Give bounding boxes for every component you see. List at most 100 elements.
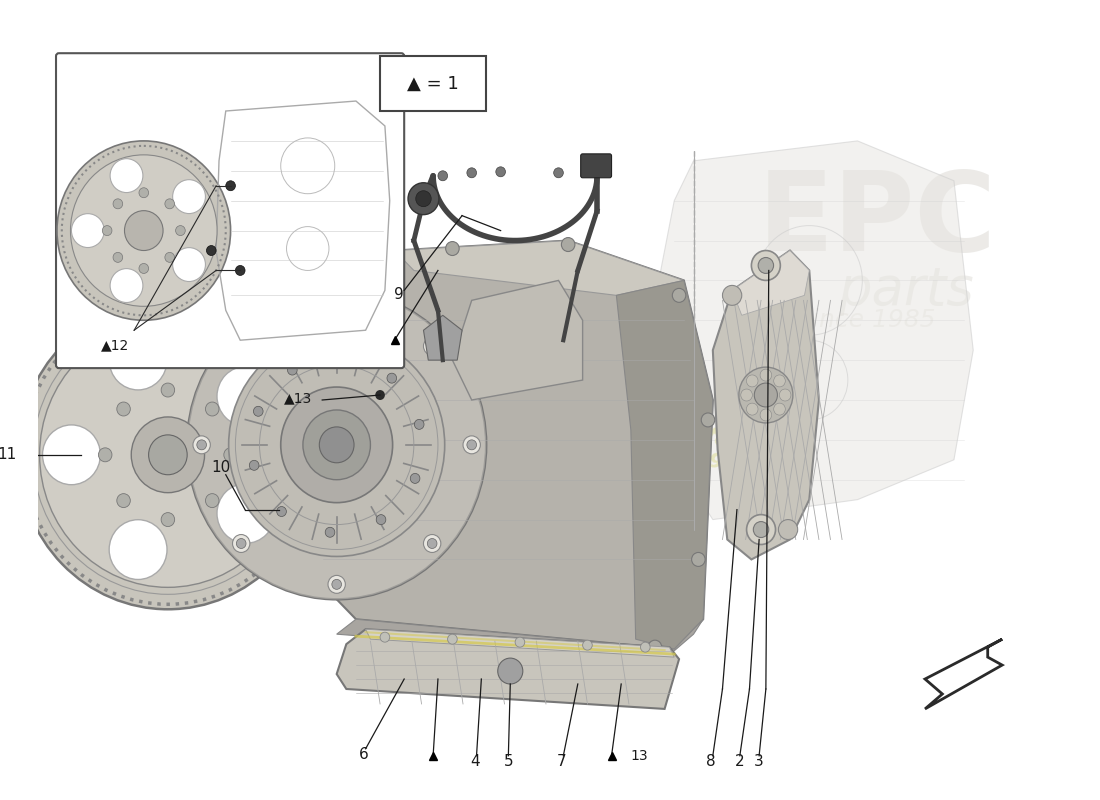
Circle shape <box>19 300 318 610</box>
Circle shape <box>773 403 785 415</box>
Circle shape <box>229 334 444 557</box>
Text: 13: 13 <box>630 749 649 762</box>
Circle shape <box>217 483 275 543</box>
Text: 11: 11 <box>0 447 16 462</box>
Circle shape <box>328 296 345 314</box>
Circle shape <box>223 448 238 462</box>
Circle shape <box>280 387 393 502</box>
Circle shape <box>197 440 207 450</box>
Text: parts: parts <box>838 264 974 316</box>
Text: 9: 9 <box>395 287 404 302</box>
Polygon shape <box>365 630 674 657</box>
Circle shape <box>466 440 476 450</box>
Polygon shape <box>337 619 703 659</box>
Circle shape <box>206 494 219 507</box>
Polygon shape <box>395 241 684 295</box>
Circle shape <box>236 342 246 351</box>
Circle shape <box>109 330 167 390</box>
Circle shape <box>253 406 263 416</box>
Circle shape <box>117 494 130 507</box>
Circle shape <box>287 365 297 375</box>
Circle shape <box>672 288 685 302</box>
Circle shape <box>648 640 662 654</box>
Polygon shape <box>616 281 713 649</box>
Circle shape <box>375 390 385 400</box>
Circle shape <box>515 637 525 647</box>
Circle shape <box>381 632 389 642</box>
Polygon shape <box>654 141 974 519</box>
Text: since 1985: since 1985 <box>799 308 935 332</box>
Circle shape <box>176 226 185 235</box>
Circle shape <box>332 579 341 590</box>
Circle shape <box>751 250 780 281</box>
Circle shape <box>70 155 217 306</box>
Polygon shape <box>298 241 713 649</box>
Circle shape <box>740 389 752 401</box>
Circle shape <box>187 290 486 599</box>
Circle shape <box>109 520 167 579</box>
Text: 2: 2 <box>735 754 745 770</box>
Polygon shape <box>424 315 462 360</box>
Circle shape <box>165 252 175 262</box>
Text: 10: 10 <box>211 460 231 475</box>
Circle shape <box>583 640 592 650</box>
Circle shape <box>139 188 148 198</box>
Circle shape <box>332 300 341 310</box>
Text: 4: 4 <box>470 754 480 770</box>
Circle shape <box>328 575 345 594</box>
Circle shape <box>760 409 772 421</box>
Circle shape <box>235 266 245 275</box>
Circle shape <box>319 427 354 462</box>
Text: 3: 3 <box>755 754 764 770</box>
Circle shape <box>99 448 112 462</box>
Circle shape <box>113 252 123 262</box>
Circle shape <box>779 519 798 539</box>
Polygon shape <box>733 250 810 315</box>
Circle shape <box>217 366 275 426</box>
Circle shape <box>463 436 481 454</box>
Circle shape <box>43 425 100 485</box>
Circle shape <box>57 141 231 320</box>
Text: 7: 7 <box>557 754 566 770</box>
Circle shape <box>640 642 650 652</box>
Circle shape <box>339 353 349 362</box>
Circle shape <box>747 514 776 545</box>
Circle shape <box>326 527 334 538</box>
Circle shape <box>747 375 758 387</box>
Circle shape <box>302 410 371 480</box>
Text: EPC: EPC <box>757 167 997 274</box>
Circle shape <box>161 383 175 397</box>
Circle shape <box>692 553 705 566</box>
Polygon shape <box>713 250 818 559</box>
Circle shape <box>206 402 219 416</box>
Text: ▲ = 1: ▲ = 1 <box>407 74 459 93</box>
Circle shape <box>173 248 206 282</box>
Circle shape <box>102 226 112 235</box>
Circle shape <box>701 413 715 427</box>
Circle shape <box>40 322 296 587</box>
Circle shape <box>161 513 175 526</box>
Circle shape <box>131 417 205 493</box>
Text: 8: 8 <box>706 754 716 770</box>
Circle shape <box>387 373 397 383</box>
Circle shape <box>113 199 123 209</box>
Circle shape <box>466 168 476 178</box>
Circle shape <box>232 338 250 355</box>
Circle shape <box>773 375 785 387</box>
FancyBboxPatch shape <box>581 154 612 178</box>
Text: a passion for parts
since 1985: a passion for parts since 1985 <box>578 370 810 510</box>
Circle shape <box>330 274 343 287</box>
Circle shape <box>277 506 286 517</box>
Circle shape <box>232 534 250 553</box>
Circle shape <box>110 158 143 193</box>
Circle shape <box>408 182 439 214</box>
Circle shape <box>758 258 773 274</box>
Circle shape <box>553 168 563 178</box>
Circle shape <box>192 436 210 454</box>
Circle shape <box>448 634 458 644</box>
Circle shape <box>165 199 175 209</box>
Text: ▲12: ▲12 <box>101 338 129 352</box>
Circle shape <box>760 369 772 381</box>
Circle shape <box>207 246 216 255</box>
FancyBboxPatch shape <box>381 56 486 111</box>
